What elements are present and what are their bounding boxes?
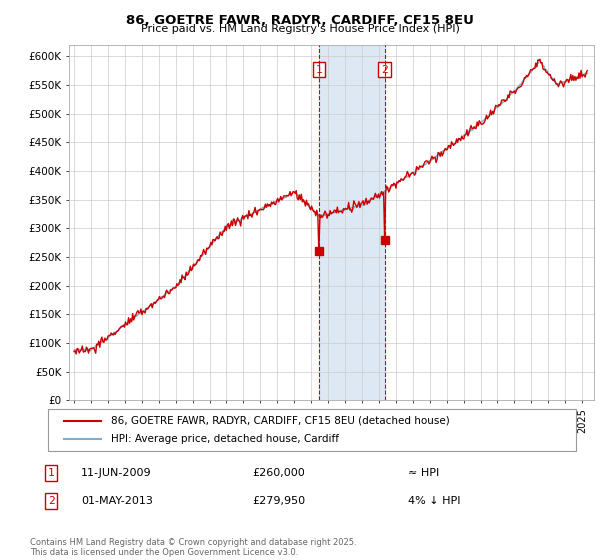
- Text: 1: 1: [316, 65, 322, 74]
- Text: £279,950: £279,950: [252, 496, 305, 506]
- Text: 86, GOETRE FAWR, RADYR, CARDIFF, CF15 8EU (detached house): 86, GOETRE FAWR, RADYR, CARDIFF, CF15 8E…: [112, 416, 450, 426]
- Text: 4% ↓ HPI: 4% ↓ HPI: [408, 496, 461, 506]
- FancyBboxPatch shape: [48, 409, 576, 451]
- Text: HPI: Average price, detached house, Cardiff: HPI: Average price, detached house, Card…: [112, 434, 340, 444]
- Text: Price paid vs. HM Land Registry's House Price Index (HPI): Price paid vs. HM Land Registry's House …: [140, 24, 460, 34]
- Text: £260,000: £260,000: [252, 468, 305, 478]
- Text: 01-MAY-2013: 01-MAY-2013: [81, 496, 153, 506]
- Text: 1: 1: [47, 468, 55, 478]
- Text: Contains HM Land Registry data © Crown copyright and database right 2025.
This d: Contains HM Land Registry data © Crown c…: [30, 538, 356, 557]
- Text: 11-JUN-2009: 11-JUN-2009: [81, 468, 152, 478]
- Text: 2: 2: [47, 496, 55, 506]
- Text: 2: 2: [381, 65, 388, 74]
- Text: ≈ HPI: ≈ HPI: [408, 468, 439, 478]
- Text: 86, GOETRE FAWR, RADYR, CARDIFF, CF15 8EU: 86, GOETRE FAWR, RADYR, CARDIFF, CF15 8E…: [126, 14, 474, 27]
- Bar: [319, 45, 385, 400]
